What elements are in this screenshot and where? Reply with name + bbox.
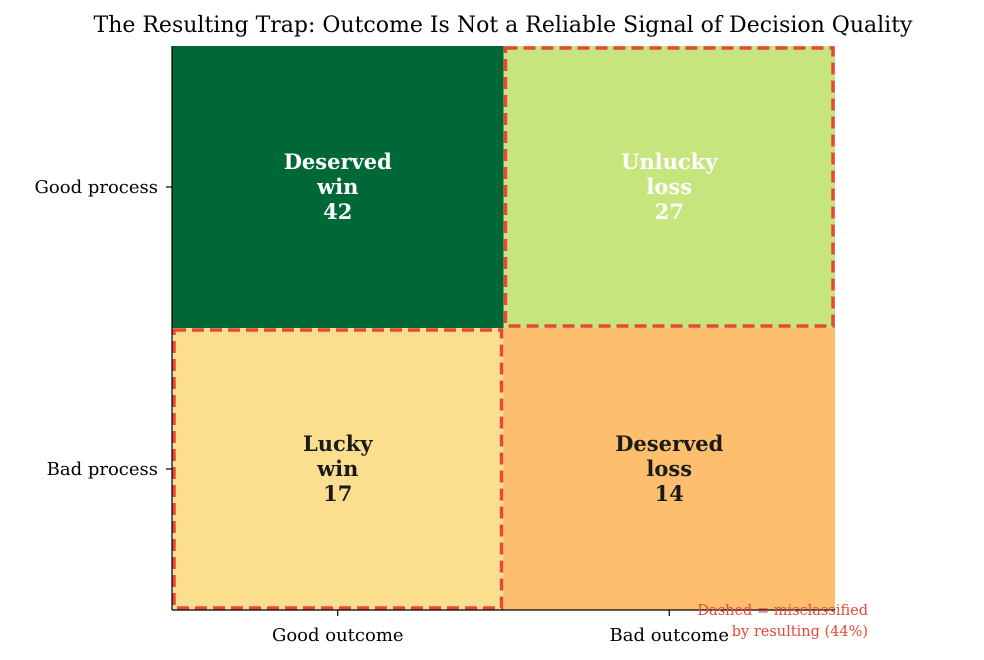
x-tick-label: Good outcome [272, 625, 404, 646]
cell-label-deserved-win: Deserved [284, 149, 392, 174]
x-tick-label: Bad outcome [609, 625, 729, 646]
cell-label-deserved-loss: Deserved [615, 431, 723, 456]
cell-label-unlucky-loss: loss [646, 174, 692, 199]
cell-label-unlucky-loss: Unlucky [621, 149, 718, 174]
y-tick-label: Bad process [47, 459, 158, 480]
annotation-line: Dashed = misclassified [697, 603, 868, 619]
cell-label-deserved-loss: loss [646, 456, 692, 481]
cell-value-unlucky-loss: 27 [655, 199, 684, 224]
y-tick-label: Good process [35, 177, 158, 198]
cell-deserved-win [172, 46, 504, 328]
chart-title: The Resulting Trap: Outcome Is Not a Rel… [94, 13, 914, 38]
annotation: Dashed = misclassified by resulting (44%) [697, 603, 868, 640]
cell-value-lucky-win: 17 [323, 481, 352, 506]
cell-label-deserved-win: win [316, 174, 358, 199]
misclassified-borders [172, 46, 835, 610]
cell-label-lucky-win: Lucky [303, 431, 373, 456]
misclassified-border-lucky-win [172, 328, 504, 610]
cell-value-deserved-win: 42 [323, 199, 352, 224]
cell-label-lucky-win: win [316, 456, 358, 481]
cell-unlucky-loss [503, 46, 835, 328]
axes: Good outcome Bad outcome Good process Bad p… [35, 46, 835, 646]
cell-lucky-win [172, 328, 504, 610]
cell-value-deserved-loss: 14 [655, 481, 684, 506]
cell-deserved-loss [503, 328, 835, 610]
misclassified-border-unlucky-loss [503, 46, 835, 328]
annotation-line: by resulting (44%) [732, 624, 868, 640]
heatmap-cells [172, 46, 835, 610]
cell-labels: Deservedwin42Unluckyloss27Luckywin17Dese… [284, 149, 724, 506]
